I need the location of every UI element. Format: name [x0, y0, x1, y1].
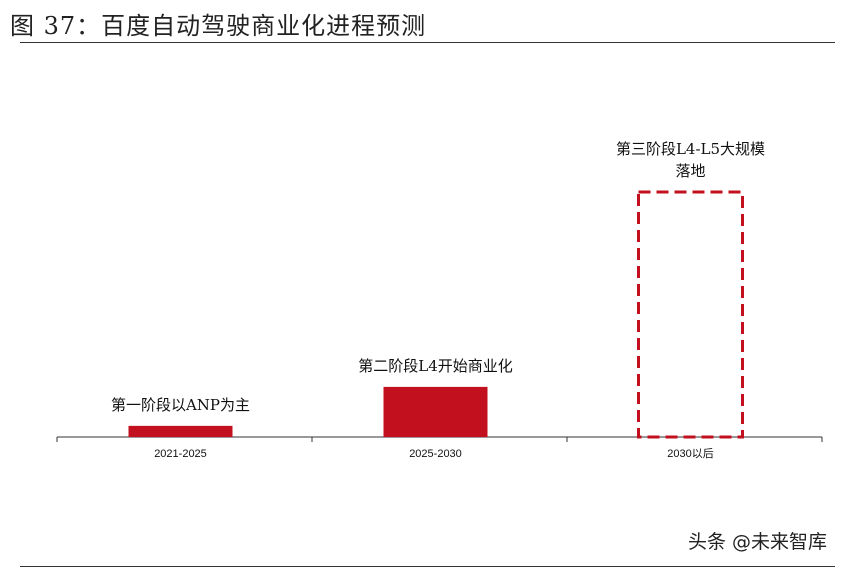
- watermark: 头条 @未来智库: [687, 531, 827, 553]
- figure-title: 图 37：百度自动驾驶商业化进程预测: [10, 12, 427, 40]
- x-tick-label-3: 2030以后: [667, 447, 713, 460]
- x-tick-label-2: 2025-2030: [409, 448, 462, 460]
- phase-annotation-2: 第二阶段L4开始商业化: [358, 357, 513, 375]
- phase-annotation-1: 第一阶段以ANP为主: [111, 396, 250, 414]
- phase-annotation-3: 第三阶段L4-L5大规模: [616, 140, 765, 158]
- bar-3: [637, 190, 744, 439]
- x-tick-label-1: 2021-2025: [154, 448, 207, 460]
- bar-2: [383, 386, 488, 437]
- bar-1: [128, 425, 233, 437]
- title-divider: [20, 42, 835, 43]
- phase-annotation-3: 落地: [675, 162, 705, 180]
- bottom-divider: [20, 566, 835, 567]
